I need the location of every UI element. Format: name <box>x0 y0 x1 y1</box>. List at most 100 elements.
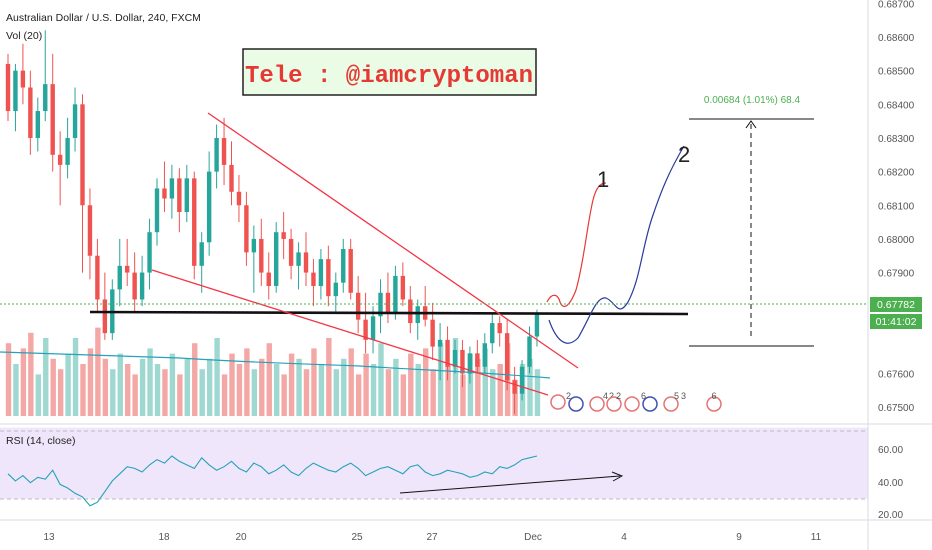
candle <box>355 275 361 334</box>
candle <box>348 238 353 300</box>
projection-path-1 <box>546 182 607 308</box>
price-tick: 0.67900 <box>878 269 915 280</box>
volume-bar <box>475 358 481 416</box>
volume-bar <box>192 343 198 416</box>
candle <box>519 360 525 401</box>
candle <box>504 319 510 391</box>
time-tick: 20 <box>235 532 247 543</box>
volume-bar <box>311 348 317 416</box>
price-tick: 0.68700 <box>878 0 915 10</box>
projection-path-2 <box>548 145 685 344</box>
event-count: 6 <box>641 391 646 401</box>
current-price-tag[interactable] <box>870 297 922 312</box>
flag-icon[interactable] <box>642 396 658 412</box>
volume-bar <box>102 358 109 416</box>
price-tick: 0.68200 <box>878 168 915 179</box>
measure-label: 0.00684 (1.01%) 68.4 <box>704 95 801 106</box>
candle <box>35 97 40 152</box>
flag-icon[interactable] <box>550 394 566 410</box>
candle <box>125 238 130 287</box>
candle <box>311 259 316 307</box>
volume-bar <box>266 343 272 416</box>
volume-bar <box>20 348 27 416</box>
flag-icon[interactable] <box>706 396 722 412</box>
current-price-label: 0.67782 <box>877 299 915 311</box>
volume-bar <box>206 358 213 416</box>
symbol-title[interactable]: Australian Dollar / U.S. Dollar, 240, FX… <box>6 12 201 24</box>
rsi-legend[interactable]: RSI (14, close) <box>6 435 75 447</box>
volume-bar <box>490 369 496 416</box>
event-count: 4 <box>603 391 608 401</box>
price-axis: 0.68700 0.68600 0.68500 0.68400 0.68300 0.682… <box>878 0 915 414</box>
volume-bar <box>370 364 377 416</box>
candle <box>326 245 331 307</box>
flag-icon[interactable] <box>663 396 679 412</box>
candle <box>169 164 175 219</box>
volume-bar <box>177 374 183 416</box>
volume-bar <box>87 348 94 416</box>
price-tick: 0.68600 <box>878 33 915 44</box>
volume-bar <box>35 374 41 416</box>
rsi-tick: 60.00 <box>878 445 903 456</box>
volume-bar <box>534 369 541 416</box>
volume-bar <box>355 374 362 416</box>
candle <box>460 339 465 387</box>
volume-bar <box>169 353 176 416</box>
candle <box>80 94 85 273</box>
volume-bar <box>147 348 153 416</box>
candle <box>43 30 48 122</box>
time-tick: 4 <box>621 532 627 543</box>
volume-bar <box>274 364 280 416</box>
volume-bar <box>184 358 190 416</box>
upper-trendline <box>207 112 579 369</box>
candle <box>192 171 197 280</box>
support-line <box>89 310 689 316</box>
candle <box>378 279 383 334</box>
volume-bar <box>43 338 49 416</box>
candle <box>65 117 70 179</box>
candle <box>482 333 487 374</box>
volume-bar <box>318 364 325 416</box>
volume-bar <box>341 358 347 416</box>
volume-legend[interactable]: Vol (20) <box>6 30 42 42</box>
price-tick: 0.68000 <box>878 235 915 246</box>
flag-icon[interactable] <box>624 396 640 412</box>
candle <box>221 117 227 186</box>
volume-bar <box>348 348 354 416</box>
candle <box>154 178 160 246</box>
candle <box>229 141 234 206</box>
volume-bar <box>415 364 421 416</box>
rsi-divergence-line <box>399 475 621 494</box>
volume-bar <box>460 374 466 416</box>
volume-bar <box>445 364 451 416</box>
projection-2-label: 2 <box>678 142 690 167</box>
time-tick: 9 <box>736 532 742 543</box>
volume-bars <box>5 327 541 416</box>
candle <box>72 87 78 152</box>
volume-bar <box>378 343 384 416</box>
candle <box>408 286 413 334</box>
volume-bar <box>5 343 12 416</box>
volume-bar <box>154 364 161 416</box>
volume-bar <box>199 369 205 416</box>
volume-bar <box>482 348 488 416</box>
flag-icon[interactable] <box>568 396 584 412</box>
time-tick: 27 <box>426 532 438 543</box>
volume-bar <box>162 369 168 416</box>
flag-icon[interactable] <box>606 396 622 412</box>
candle <box>5 53 11 122</box>
candle <box>28 70 33 155</box>
candle <box>139 255 145 307</box>
flag-icon[interactable] <box>589 396 605 412</box>
candle <box>57 131 63 206</box>
countdown-label: 01:41:02 <box>876 316 917 328</box>
volume-bar <box>244 348 250 416</box>
candle <box>206 151 212 256</box>
volume-bar <box>393 358 399 416</box>
event-count: 2 <box>566 391 571 401</box>
volume-bar <box>72 338 79 416</box>
candle <box>266 252 271 300</box>
watermark-box <box>242 48 537 96</box>
volume-bar <box>80 364 86 416</box>
